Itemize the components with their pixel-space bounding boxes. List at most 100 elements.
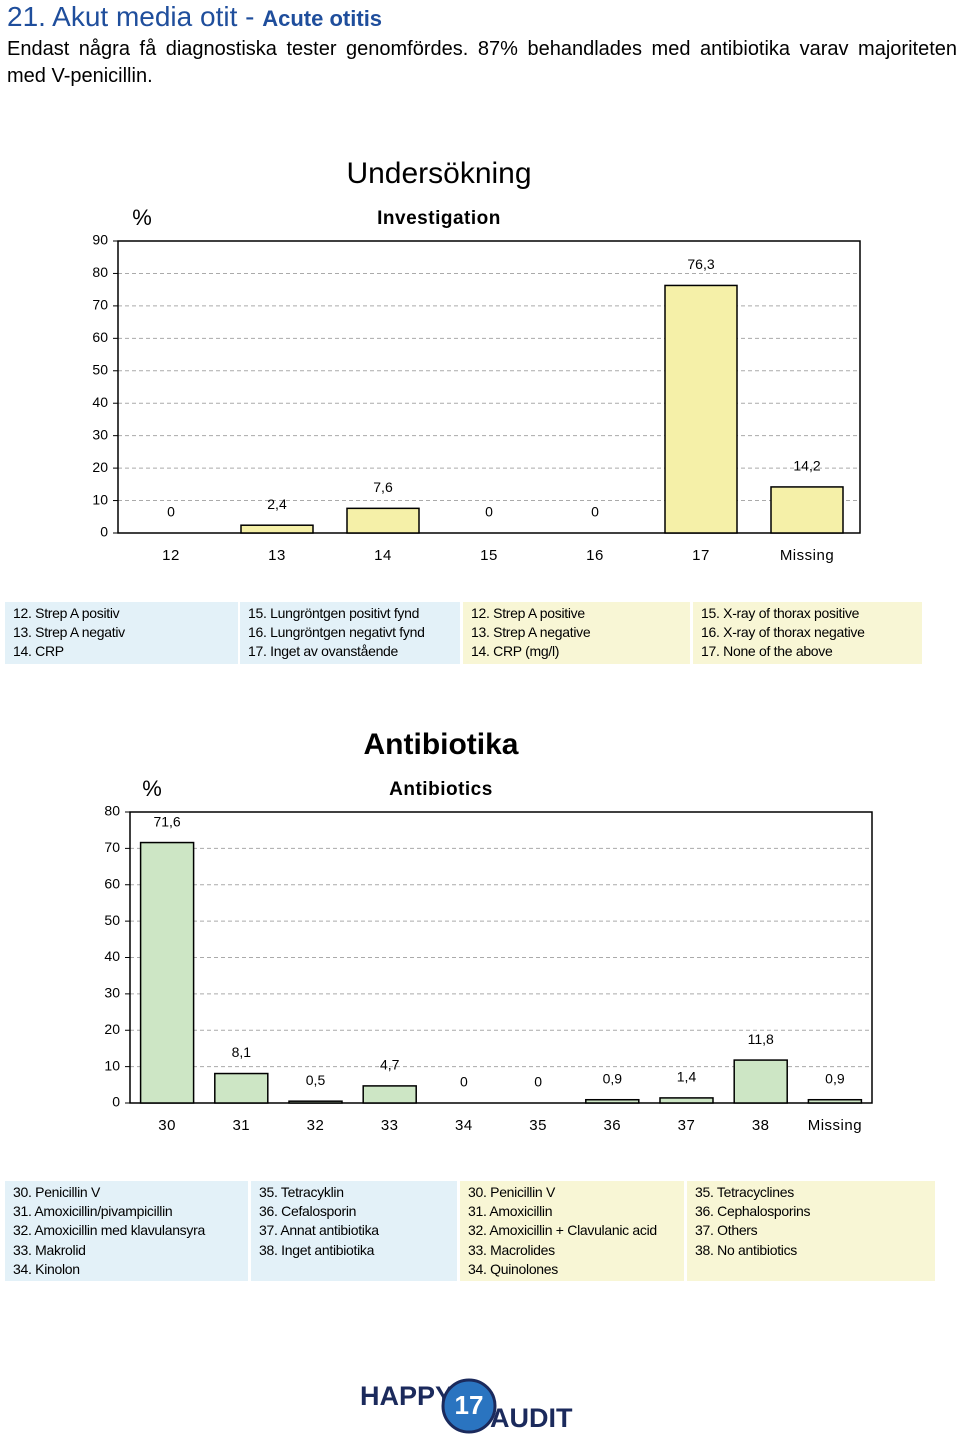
legend-item: 14. CRP (mg/l) [471,643,560,660]
value-label: 4,7 [380,1057,400,1073]
value-label: 71,6 [153,813,180,829]
legend-item: 35. Tetracyclines [695,1184,794,1200]
legend-item: 15. Lungröntgen positivt fynd [248,605,420,621]
bar [240,524,314,534]
legend-item: 36. Cefalosporin [259,1203,357,1220]
y-tick-label: 10 [92,491,108,507]
bar [139,841,195,1104]
legend-item: 37. Annat antibiotika [259,1222,379,1239]
x-tick-label: 33 [381,1117,399,1134]
y-tick-label: 30 [92,426,108,442]
plot-frame [129,811,873,1104]
y-tick-label: 40 [92,394,108,410]
legend-item: 14. CRP [13,643,64,660]
y-tick-label: 80 [92,264,108,280]
logo-circle [441,1378,497,1434]
value-label: 0 [167,504,175,520]
legend-item: 16. Lungröntgen negativt fynd [248,624,425,641]
legend-column: 12. Strep A positive 13. Strep A negative… [463,602,690,664]
legend-item: 34. Quinolones [468,1260,558,1277]
title: 21. Akut media otit - [7,1,263,32]
legend-item: 33. Makrolid [13,1241,86,1258]
y-tick-label: 60 [92,329,108,345]
logo-right: AUDIT [490,1403,573,1433]
logo: HAPPY 17 AUDIT [360,1378,573,1434]
chart-subtitle: Antibiotics [389,779,493,800]
x-tick-label: 34 [455,1117,473,1134]
y-tick-label: 10 [104,1057,120,1073]
bar [585,1098,640,1104]
title-en: Acute otitis [262,6,383,31]
legend-item: 38. No antibiotics [695,1241,797,1258]
legend-item: 12. Strep A positive [471,605,585,621]
legend-item: 33. Macrolides [468,1241,555,1258]
value-label: 0 [534,1074,542,1090]
value-label: 0 [485,504,493,520]
y-axis-label: % [142,776,162,801]
legend-item: 38. Inget antibiotika [259,1241,375,1258]
y-tick-label: 50 [92,361,108,377]
value-label: 0,5 [306,1072,326,1088]
legend-item: 16. X-ray of thorax negative [701,624,865,641]
legend-item: 30. Penicillin V [13,1184,101,1200]
x-tick-label: 17 [692,547,710,564]
legend-item: 13. Strep A negative [471,624,591,641]
logo-left: HAPPY [360,1381,453,1411]
x-tick-label: 31 [232,1117,250,1134]
x-tick-label: 15 [480,547,498,564]
legend-column: 35. Tetracyclines 36. Cephalosporins 37. O… [687,1181,935,1281]
legend-item: 31. Amoxicillin/pivampicillin [13,1203,173,1220]
legend-item: 17. None of the above [701,643,833,660]
bar [664,284,738,534]
value-label: 1,4 [677,1069,697,1085]
legend-item: 36. Cephalosporins [695,1203,811,1220]
value-label: 76,3 [687,256,714,272]
bar [214,1072,269,1104]
value-label: 0,9 [603,1070,623,1086]
x-tick-label: 38 [752,1117,770,1134]
legend-column: 30. Penicillin V 31. Amoxicillin/pivampic… [5,1181,248,1281]
legend-item: 13. Strep A negativ [13,624,125,641]
legend-item: 34. Kinolon [13,1260,80,1277]
y-tick-label: 20 [92,459,108,475]
x-tick-label: 37 [678,1117,696,1134]
y-tick-label: 0 [112,1094,120,1110]
legend-column: 35. Tetracyklin 36. Cefalosporin 37. Annat… [251,1181,457,1281]
chart-title: Antibiotika [364,728,519,761]
y-tick-label: 70 [104,839,120,855]
y-tick-label: 70 [92,297,108,313]
value-label: 8,1 [232,1044,252,1060]
value-label: 11,8 [748,1031,774,1047]
x-tick-label: Missing [780,547,834,564]
bar [807,1098,863,1104]
bar [346,507,420,534]
page-title: 21. Akut media otit - Acute otitis [7,0,957,36]
bar [770,486,844,534]
legend-column: 12. Strep A positiv 13. Strep A negativ 14… [5,602,238,664]
x-tick-label: 14 [374,547,392,564]
x-tick-label: Missing [808,1117,862,1134]
x-tick-label: 16 [586,547,604,564]
bar [288,1100,343,1104]
value-label: 2,4 [267,496,287,512]
legend-item: 32. Amoxicillin + Clavulanic acid [468,1222,657,1239]
x-tick-label: 35 [529,1117,547,1134]
chart-title: Undersökning [346,157,531,190]
y-axis-label: % [132,205,152,230]
y-tick-label: 30 [104,985,120,1001]
legend-item: 12. Strep A positiv [13,605,120,621]
legend-column: 30. Penicillin V 31. Amoxicillin 32. Amoxi… [460,1181,684,1281]
y-tick-label: 40 [104,948,120,964]
y-tick-label: 80 [104,803,120,819]
y-tick-label: 60 [104,875,120,891]
legend-item: 37. Others [695,1222,758,1239]
x-tick-label: 12 [162,547,180,564]
legend-item: 31. Amoxicillin [468,1203,553,1220]
legend-item: 15. X-ray of thorax positive [701,605,860,621]
bar [362,1085,417,1104]
value-label: 14,2 [793,458,820,474]
x-tick-label: 30 [158,1117,176,1134]
logo-number: 17 [455,1390,484,1420]
